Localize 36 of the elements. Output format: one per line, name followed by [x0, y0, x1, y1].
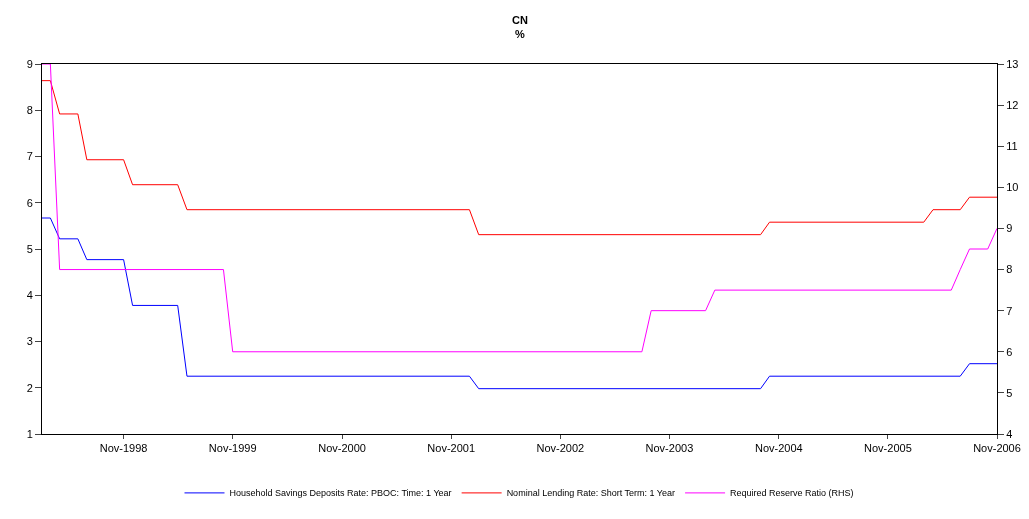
- y2-tick-label: 12: [1006, 98, 1019, 111]
- y2-tick-label: 13: [1006, 57, 1019, 70]
- line-series: [42, 80, 997, 236]
- legend-label: Required Reserve Ratio (RHS): [730, 488, 854, 499]
- chart-title: CN: [512, 14, 528, 26]
- x-tick-label: Nov-2004: [754, 442, 803, 455]
- line-series: [42, 64, 997, 353]
- y-tick-label: 8: [26, 104, 33, 117]
- y-tick-label: 6: [26, 196, 33, 209]
- y2-tick-label: 7: [1006, 304, 1013, 317]
- y2-tick-label: 11: [1006, 140, 1018, 153]
- x-tick-label: Nov-2001: [427, 442, 476, 455]
- y-tick-label: 1: [26, 427, 33, 440]
- x-tick-label: Nov-2005: [864, 442, 912, 455]
- y2-tick-label: 8: [1006, 263, 1013, 276]
- y2-tick-label: 9: [1006, 222, 1013, 235]
- y2-tick-label: 4: [1006, 427, 1013, 440]
- legend-label: Household Savings Deposits Rate: PBOC: Time: 1 Year: [229, 488, 452, 499]
- x-tick-label: Nov-2003: [645, 442, 694, 455]
- legend-label: Nominal Lending Rate: Short Term: 1 Year: [506, 488, 676, 499]
- x-tick-label: Nov-2006: [973, 442, 1021, 455]
- y2-tick-label: 6: [1006, 345, 1013, 358]
- chart-subtitle: %: [515, 28, 526, 41]
- y-tick-label: 7: [26, 150, 33, 163]
- y2-tick-label: 10: [1006, 181, 1019, 194]
- y-tick-label: 3: [26, 335, 33, 348]
- y-tick-label: 5: [26, 242, 33, 255]
- y-tick-label: 9: [26, 57, 33, 70]
- x-tick-label: Nov-2002: [536, 442, 585, 455]
- y-tick-label: 4: [26, 289, 33, 302]
- y2-tick-label: 5: [1006, 386, 1013, 399]
- y-tick-label: 2: [26, 381, 33, 394]
- x-tick-label: Nov-1999: [208, 442, 257, 455]
- x-tick-label: Nov-2000: [318, 442, 366, 455]
- line-series: [42, 217, 997, 390]
- x-tick-label: Nov-1998: [99, 442, 148, 455]
